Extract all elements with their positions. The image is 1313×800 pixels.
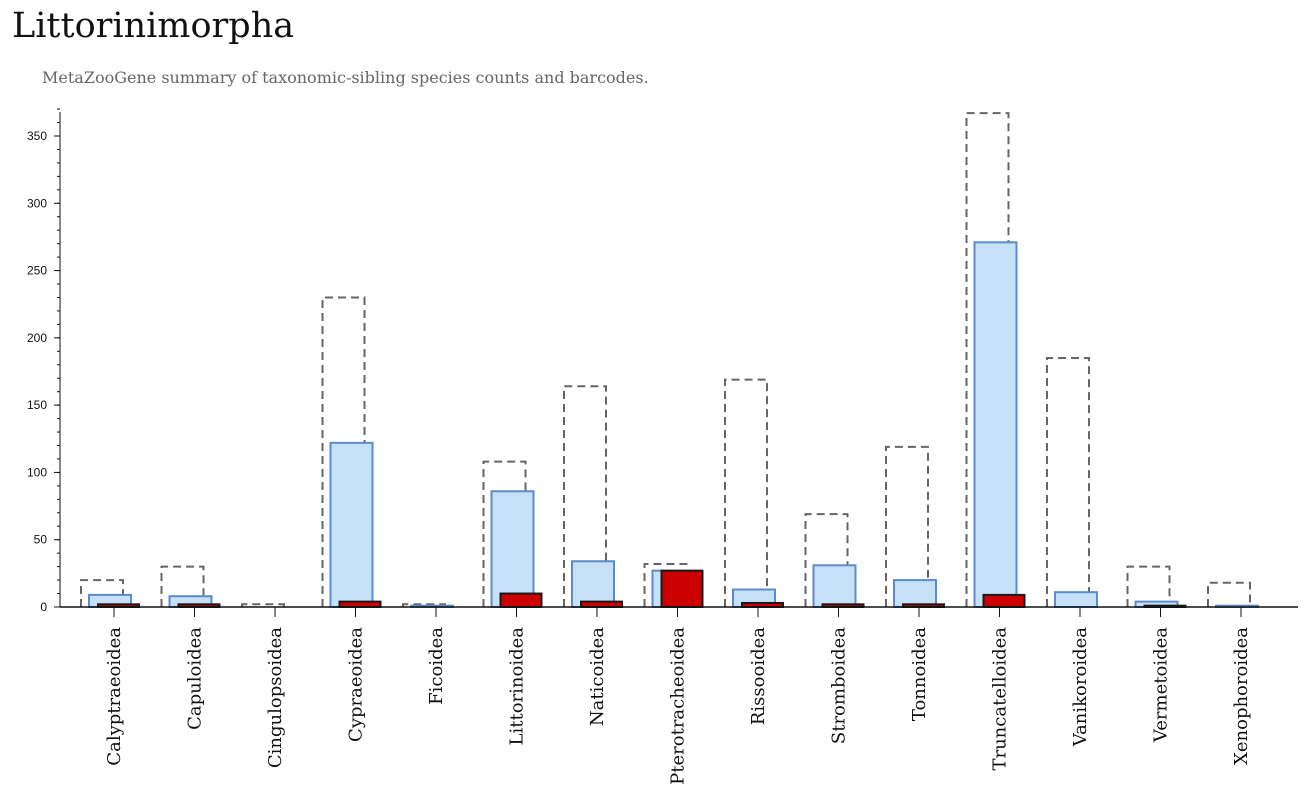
- y-tick-label: 0: [40, 600, 47, 614]
- bar-blue-vanikoroidea: [1054, 591, 1098, 609]
- x-tick-label-naticoidea: Naticoidea: [587, 627, 608, 726]
- x-tick-label-littorinoidea: Littorinoidea: [507, 627, 528, 746]
- bar-blue-littorinoidea: [490, 490, 535, 609]
- x-tick-label-cingulopsoidea: Cingulopsoidea: [265, 627, 286, 768]
- y-tick-label: 200: [27, 331, 47, 345]
- bar-blue-stromboidea: [812, 564, 857, 609]
- x-tick-label-tonnoidea: Tonnoidea: [909, 627, 930, 721]
- chart-title: Littorinimorpha: [12, 6, 295, 46]
- bar-outline-vanikoroidea: [1046, 357, 1090, 607]
- bar-red-cypraeoidea: [338, 600, 382, 608]
- y-tick-label: 350: [27, 129, 47, 143]
- y-tick-label: 300: [27, 196, 47, 210]
- x-tick-label-vanikoroidea: Vanikoroidea: [1070, 627, 1091, 748]
- bar-red-naticoidea: [580, 600, 623, 608]
- x-tick-label-truncatelloidea: Truncatelloidea: [990, 627, 1011, 771]
- y-tick-label: 50: [34, 533, 48, 547]
- x-tick-label-calyptraeoidea: Calyptraeoidea: [104, 627, 125, 766]
- bars-group: [80, 112, 1259, 609]
- x-tick-label-stromboidea: Stromboidea: [829, 627, 850, 744]
- bar-outline-naticoidea: [563, 385, 607, 607]
- bar-outline-capuloidea: [160, 565, 205, 607]
- bar-red-littorinoidea: [499, 592, 543, 609]
- y-tick-label: 250: [27, 264, 47, 278]
- bar-blue-tonnoidea: [893, 579, 937, 608]
- bar-blue-cypraeoidea: [329, 441, 374, 608]
- bar-blue-truncatelloidea: [973, 241, 1018, 608]
- bar-outline-cingulopsoidea: [241, 603, 285, 607]
- y-tick-label: 150: [27, 398, 47, 412]
- axes-group: Calyptraeoidea Capuloidea Cingulopsoidea Cy…: [27, 108, 1298, 785]
- x-tick-label-capuloidea: Capuloidea: [185, 627, 206, 730]
- y-tick-label: 100: [27, 465, 47, 479]
- bar-outline-xenophoroidea: [1207, 581, 1251, 607]
- x-tick-label-cypraeoidea: Cypraeoidea: [346, 627, 367, 742]
- x-tick-label-xenophoroidea: Xenophoroidea: [1231, 627, 1252, 765]
- bar-red-truncatelloidea: [982, 593, 1026, 608]
- x-tick-label-vermetoidea: Vermetoidea: [1151, 627, 1172, 743]
- bar-outline-calyptraeoidea: [80, 579, 124, 607]
- bar-outline-tonnoidea: [885, 445, 929, 607]
- chart-subtitle: MetaZooGene summary of taxonomic-sibling…: [42, 68, 649, 87]
- x-tick-label-pterotracheoidea: Pterotracheoidea: [668, 627, 689, 785]
- bar-outline-vermetoidea: [1126, 565, 1171, 607]
- bar-outline-cypraeoidea: [321, 296, 366, 607]
- bar-red-pterotracheoidea: [660, 569, 704, 608]
- x-tick-label-rissooidea: Rissooidea: [748, 627, 769, 725]
- bar-blue-naticoidea: [571, 560, 615, 609]
- x-tick-label-ficoidea: Ficoidea: [426, 627, 447, 705]
- bar-outline-stromboidea: [804, 513, 849, 607]
- bar-outline-rissooidea: [724, 378, 768, 607]
